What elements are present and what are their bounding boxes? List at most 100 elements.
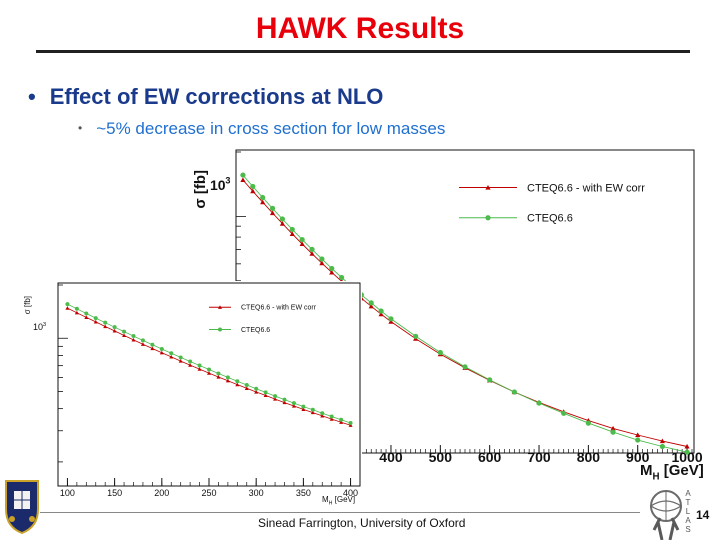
footer-divider <box>40 512 640 513</box>
data-point <box>250 188 256 194</box>
legend-marker <box>218 305 222 309</box>
data-point <box>273 397 278 401</box>
data-point <box>301 407 306 412</box>
x-tick-label: 700 <box>527 449 551 465</box>
data-point <box>684 443 690 449</box>
data-point <box>437 349 443 356</box>
x-tick-label: 900 <box>626 449 650 465</box>
data-point <box>240 172 246 178</box>
data-point <box>93 319 98 324</box>
data-point <box>279 216 286 222</box>
bullet-sub-dot: • <box>78 121 83 135</box>
legend-label: CTEQ6.6 - with EW corr <box>241 305 317 312</box>
data-point <box>299 236 305 243</box>
university-crest-icon <box>5 480 39 535</box>
data-point <box>74 310 79 315</box>
data-point <box>659 443 665 450</box>
x-axis-label: MH [GeV] <box>640 462 704 483</box>
data-point <box>273 394 278 399</box>
data-point <box>348 420 353 425</box>
data-point <box>207 371 211 375</box>
x-tick-label: 250 <box>201 488 216 498</box>
series-line <box>242 179 688 447</box>
legend-marker <box>485 215 491 221</box>
data-point <box>378 311 384 317</box>
data-point <box>339 274 345 281</box>
data-point <box>511 389 517 395</box>
data-point <box>368 300 374 306</box>
legend-label: CTEQ6.6 <box>241 327 270 334</box>
data-point <box>289 226 295 233</box>
data-point <box>585 420 591 426</box>
slide-title: HAWK Results <box>255 12 465 45</box>
data-point <box>561 410 567 416</box>
data-point <box>339 417 344 422</box>
y-axis-label: σ [fb] <box>23 296 32 314</box>
data-point <box>536 400 542 406</box>
data-point <box>635 437 641 443</box>
data-point <box>150 346 155 351</box>
data-point <box>65 302 70 307</box>
y-axis-label: σ [fb] <box>192 170 209 209</box>
footer-author: Sinead Farrington, University of Oxford <box>258 516 466 530</box>
x-tick-label: 200 <box>154 488 169 498</box>
x-tick-label: 800 <box>577 449 601 465</box>
y-tick-exponent: 3 <box>225 176 230 186</box>
data-point <box>269 210 276 216</box>
data-point <box>610 425 616 431</box>
data-point <box>299 241 305 247</box>
title-divider <box>36 50 690 53</box>
data-point <box>309 246 315 252</box>
data-point <box>65 306 70 310</box>
data-point <box>610 429 616 435</box>
data-point <box>329 265 335 272</box>
x-axis-label: MH [GeV] <box>322 495 355 506</box>
chart-inset: 100 150 200 250 300 350 400 10 3 σ [fb] MH [GeV] CT… <box>23 281 362 506</box>
data-point <box>84 315 89 319</box>
data-point <box>197 363 202 368</box>
data-point <box>329 269 335 275</box>
x-tick-label: 100 <box>60 488 75 498</box>
legend-label: CTEQ6.6 - with EW corr <box>527 182 645 194</box>
data-point <box>320 413 325 418</box>
data-point <box>310 410 315 415</box>
data-point <box>159 350 164 355</box>
data-point <box>487 377 493 383</box>
data-point <box>329 417 334 421</box>
data-point <box>659 438 665 444</box>
data-point <box>263 393 268 398</box>
legend-marker <box>485 184 491 190</box>
data-point <box>635 432 641 438</box>
legend-box <box>455 175 685 232</box>
data-point <box>197 367 202 371</box>
logo-letter: A <box>685 489 691 498</box>
data-point <box>319 256 325 262</box>
y-tick-label: 10 <box>210 177 226 193</box>
data-point <box>244 383 249 388</box>
x-tick-label: 300 <box>249 488 264 498</box>
data-point <box>684 449 690 455</box>
data-point <box>289 231 295 236</box>
data-point <box>329 414 334 419</box>
bullet-sub-text: ~5% decrease in cross section for low ma… <box>96 119 446 138</box>
legend-marker <box>218 327 222 332</box>
bullet-main-text: Effect of EW corrections at NLO <box>49 84 384 109</box>
data-point <box>188 359 193 364</box>
x-tick-label: 400 <box>343 488 358 498</box>
data-point <box>282 397 287 402</box>
y-tick-label: 10 <box>33 322 43 332</box>
data-point <box>84 311 89 316</box>
bullet-sub: • ~5% decrease in cross section for low m… <box>78 119 445 139</box>
data-point <box>103 324 108 329</box>
data-point <box>169 351 174 356</box>
data-point <box>301 404 306 409</box>
bullet-main: • Effect of EW corrections at NLO <box>28 84 383 110</box>
data-point <box>159 347 164 352</box>
data-point <box>74 306 79 311</box>
logo-letter: T <box>686 498 691 507</box>
data-point <box>225 378 230 383</box>
data-point <box>309 251 315 256</box>
data-point <box>216 371 221 376</box>
data-point <box>112 328 117 333</box>
